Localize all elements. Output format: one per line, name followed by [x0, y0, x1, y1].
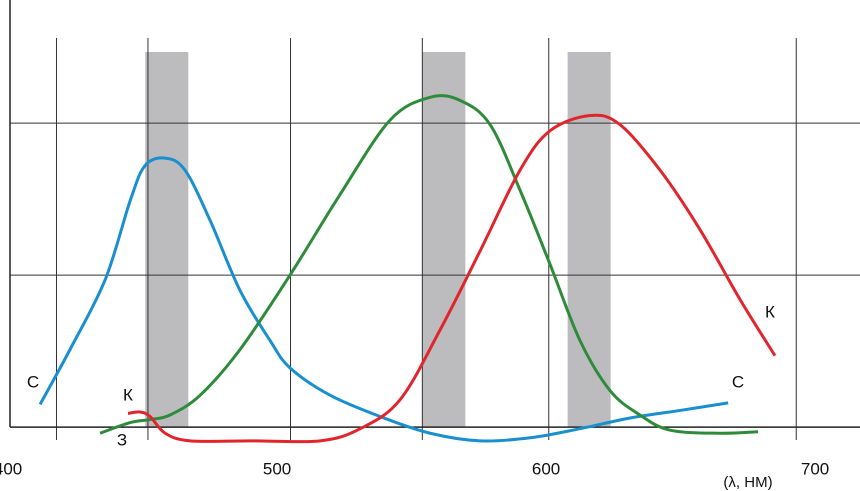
band — [422, 52, 466, 428]
x-tick-label: 600 — [532, 459, 560, 478]
x-tick-label: 500 — [263, 459, 291, 478]
x-tick-label: 400 — [0, 459, 22, 478]
band — [567, 52, 611, 428]
band — [145, 52, 189, 428]
series-label: К — [123, 385, 133, 404]
x-tick-label: 700 — [801, 459, 829, 478]
series-label: К — [765, 302, 775, 321]
curve — [99, 94, 759, 435]
series-label: С — [732, 372, 744, 391]
series-label: З — [117, 430, 127, 449]
curve — [38, 156, 729, 443]
series-label: С — [27, 372, 39, 391]
x-axis-label: (λ, НМ) — [723, 474, 772, 491]
curve — [127, 113, 777, 444]
